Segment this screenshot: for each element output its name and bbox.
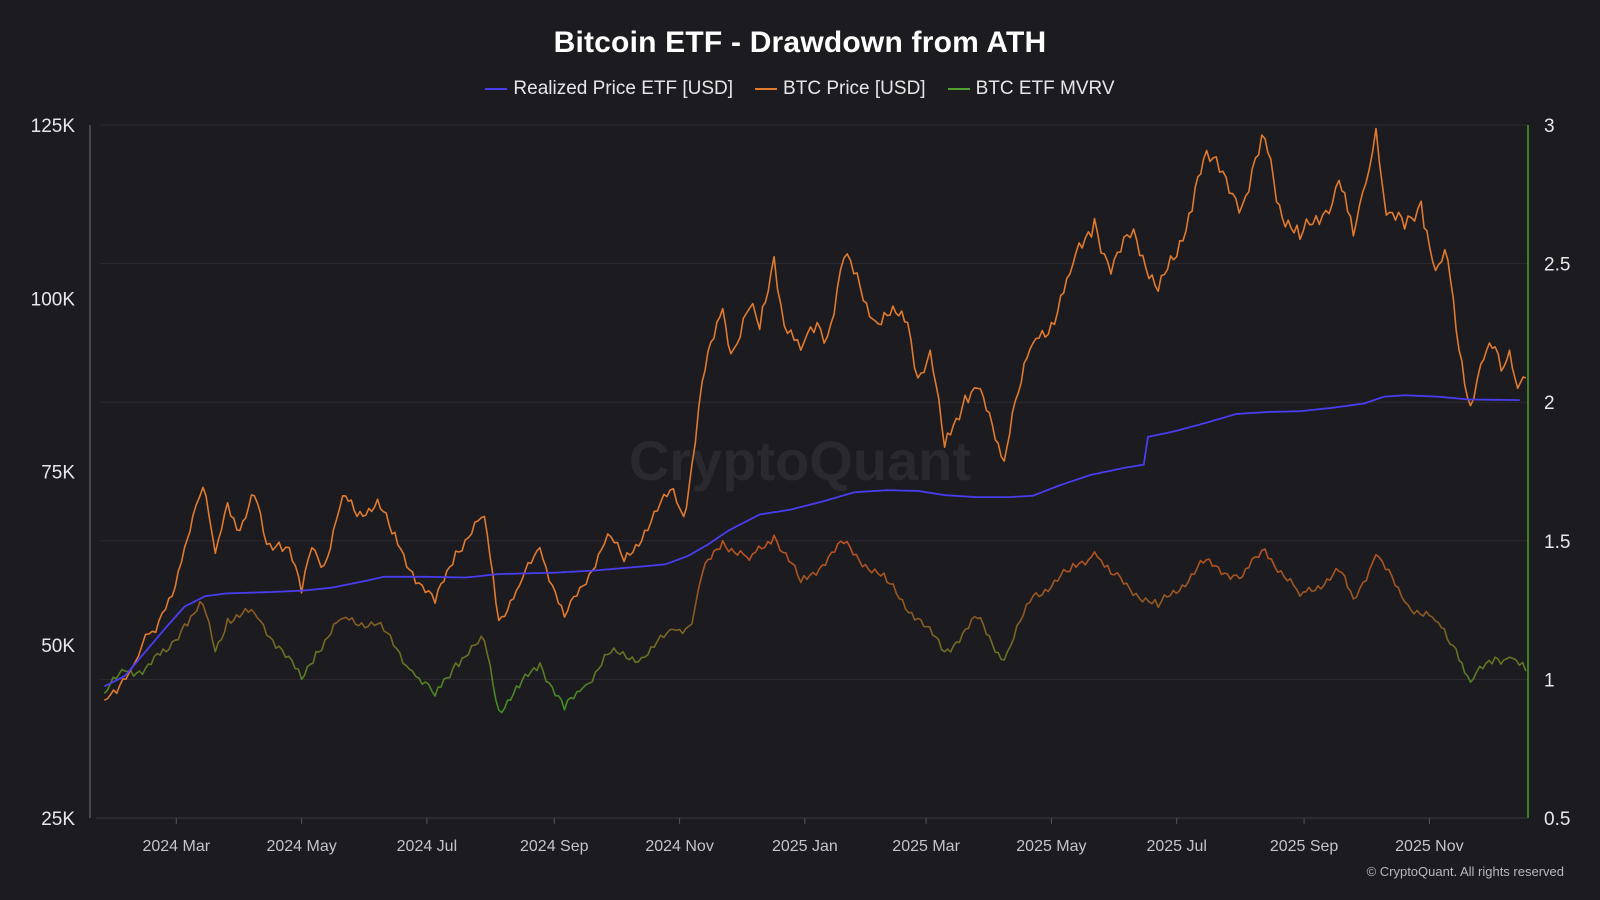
legend-label-realized-price: Realized Price ETF [USD] — [513, 78, 734, 99]
x-tick-label: 2024 May — [266, 838, 336, 855]
legend-label-btc-price: BTC Price [USD] — [783, 78, 926, 99]
y-left-tick-label: 100K — [31, 289, 76, 310]
y-left-tick-label: 75K — [41, 463, 75, 484]
legend-item-mvrv[interactable]: BTC ETF MVRV — [947, 78, 1115, 100]
y-right-tick-label: 2.5 — [1544, 255, 1570, 276]
y-right-tick-label: 1.5 — [1544, 532, 1570, 553]
x-tick-label: 2025 Nov — [1395, 838, 1464, 855]
legend-swatch-mvrv — [947, 88, 970, 90]
y-left-tick-label: 50K — [41, 636, 75, 657]
x-tick-label: 2025 Sep — [1270, 838, 1339, 855]
legend-item-realized-price[interactable]: Realized Price ETF [USD] — [485, 78, 733, 100]
legend-item-btc-price[interactable]: BTC Price [USD] — [755, 78, 926, 100]
chart-legend: Realized Price ETF [USD] BTC Price [USD]… — [0, 78, 1600, 100]
y-left-tick-label: 25K — [41, 809, 75, 830]
y-right-tick-label: 3 — [1544, 116, 1555, 137]
legend-label-mvrv: BTC ETF MVRV — [975, 78, 1115, 99]
x-tick-label: 2024 Sep — [520, 838, 589, 855]
legend-swatch-realized-price — [485, 88, 508, 90]
series-line-btc-etf-mvrv — [103, 534, 1527, 714]
chart-axes — [89, 125, 1529, 824]
series-line-realized-price-etf — [103, 394, 1520, 688]
chart-title: Bitcoin ETF - Drawdown from ATH — [553, 26, 1047, 59]
y-left-tick-label: 125K — [31, 116, 76, 137]
series-line-btc-price — [104, 127, 1527, 701]
tick-labels: 25K 50K 75K 100K 125K 0.5 1 1.5 2 2.5 3 2024 Mar 202… — [31, 116, 1571, 855]
x-tick-label: 2024 Jul — [397, 838, 458, 855]
x-tick-label: 2025 Jan — [772, 838, 838, 855]
y-right-tick-label: 2 — [1544, 393, 1555, 414]
x-tick-label: 2025 Mar — [892, 838, 960, 855]
chart-series — [103, 127, 1527, 714]
y-right-tick-label: 0.5 — [1544, 809, 1570, 830]
legend-swatch-btc-price — [755, 88, 778, 90]
copyright-credit: © CryptoQuant. All rights reserved — [1366, 864, 1564, 879]
x-tick-label: 2024 Mar — [142, 838, 210, 855]
x-tick-label: 2025 Jul — [1146, 838, 1207, 855]
y-right-tick-label: 1 — [1544, 670, 1555, 691]
x-tick-label: 2025 May — [1016, 838, 1086, 855]
x-tick-label: 2024 Nov — [645, 838, 714, 855]
watermark-text: CryptoQuant — [629, 429, 971, 492]
